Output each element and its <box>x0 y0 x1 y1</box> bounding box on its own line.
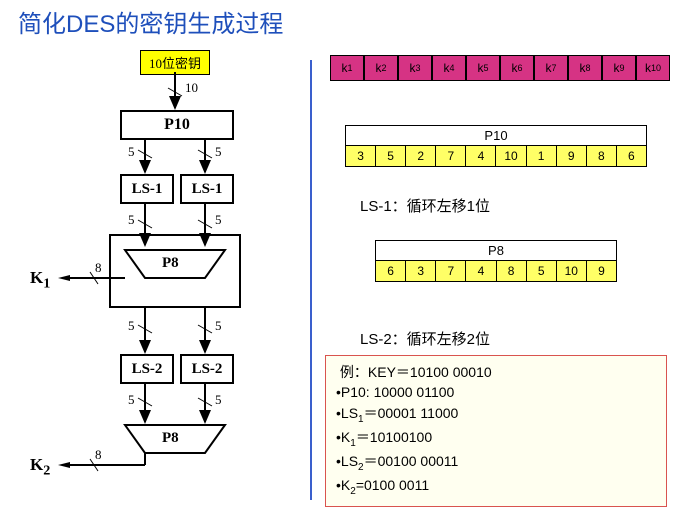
ex-l4: •K1＝10100100 <box>336 427 656 451</box>
p10-c8: 8 <box>587 146 617 166</box>
k7-cell: k7 <box>534 55 568 81</box>
title-suffix: 的密钥生成过程 <box>115 12 283 38</box>
ls2-box-right: LS-2 <box>180 354 234 384</box>
p8-c4: 8 <box>497 261 527 281</box>
k6-cell: k6 <box>500 55 534 81</box>
p8-label-2: P8 <box>162 430 179 447</box>
p10-c4: 4 <box>466 146 496 166</box>
edge-10: 10 <box>185 80 198 96</box>
ls1-text: LS-1：循环左移1位 <box>360 195 490 216</box>
k10-cell: k10 <box>636 55 670 81</box>
flow-diagram: 10位密钥 <box>20 50 300 510</box>
k4-cell: k4 <box>432 55 466 81</box>
p8-c5: 5 <box>527 261 557 281</box>
p8-label-1: P8 <box>162 255 179 272</box>
p8-c7: 9 <box>587 261 616 281</box>
ex-l5: •LS2＝00100 00011 <box>336 451 656 475</box>
p8-c1: 3 <box>406 261 436 281</box>
p10-header: P10 <box>346 126 646 146</box>
edge-5f: 5 <box>215 318 222 334</box>
p8-header: P8 <box>376 241 616 261</box>
p8-row: 6 3 7 4 8 5 10 9 <box>376 261 616 281</box>
p10-c1: 5 <box>376 146 406 166</box>
page-title: 简化DES的密钥生成过程 <box>18 4 283 39</box>
ls2-text: LS-2：循环左移2位 <box>360 328 490 349</box>
right-panel: k1 k2 k3 k4 k5 k6 k7 k8 k9 k10 P10 3 5 2… <box>320 50 670 510</box>
p10-c7: 9 <box>557 146 587 166</box>
k5-cell: k5 <box>466 55 500 81</box>
edge-5a: 5 <box>128 144 135 160</box>
p8-c3: 4 <box>466 261 496 281</box>
vertical-separator <box>310 60 312 500</box>
edge-8a: 8 <box>95 260 102 276</box>
ex-l3: •LS1＝00001 11000 <box>336 403 656 427</box>
edge-5c: 5 <box>128 212 135 228</box>
p10-c2: 2 <box>406 146 436 166</box>
k2-label: K2 <box>30 455 50 479</box>
edge-5b: 5 <box>215 144 222 160</box>
edge-5e: 5 <box>128 318 135 334</box>
edge-5g: 5 <box>128 392 135 408</box>
p10-table: P10 3 5 2 7 4 10 1 9 8 6 <box>345 125 647 167</box>
p8-c0: 6 <box>376 261 406 281</box>
p8-table: P8 6 3 7 4 8 5 10 9 <box>375 240 617 282</box>
p8-c6: 10 <box>557 261 587 281</box>
k8-cell: k8 <box>568 55 602 81</box>
ex-l2: •P10: 10000 01100 <box>336 382 656 402</box>
k1-cell: k1 <box>330 55 364 81</box>
ls1-box-right: LS-1 <box>180 174 234 204</box>
p10-c0: 3 <box>346 146 376 166</box>
ls2-box-left: LS-2 <box>120 354 174 384</box>
edge-5d: 5 <box>215 212 222 228</box>
ls1-box-left: LS-1 <box>120 174 174 204</box>
k2-cell: k2 <box>364 55 398 81</box>
title-latin: DES <box>66 11 115 38</box>
p10-c9: 6 <box>617 146 646 166</box>
key-bits-row: k1 k2 k3 k4 k5 k6 k7 k8 k9 k10 <box>330 55 670 81</box>
p10-c5: 10 <box>496 146 526 166</box>
ex-l1: 例：KEY＝10100 00010 <box>336 362 656 382</box>
p10-box: P10 <box>120 110 234 140</box>
ex-l6: •K2=0100 0011 <box>336 475 656 499</box>
k9-cell: k9 <box>602 55 636 81</box>
example-box: 例：KEY＝10100 00010 •P10: 10000 01100 •LS1… <box>325 355 667 507</box>
p10-c6: 1 <box>527 146 557 166</box>
edge-5h: 5 <box>215 392 222 408</box>
k3-cell: k3 <box>398 55 432 81</box>
p8-c2: 7 <box>436 261 466 281</box>
p10-row: 3 5 2 7 4 10 1 9 8 6 <box>346 146 646 166</box>
k1-label: K1 <box>30 268 50 292</box>
title-prefix: 简化 <box>18 12 66 38</box>
p10-c3: 7 <box>436 146 466 166</box>
edge-8b: 8 <box>95 447 102 463</box>
